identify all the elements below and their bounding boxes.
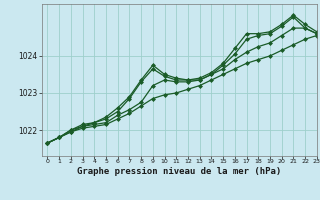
X-axis label: Graphe pression niveau de la mer (hPa): Graphe pression niveau de la mer (hPa) (77, 167, 281, 176)
